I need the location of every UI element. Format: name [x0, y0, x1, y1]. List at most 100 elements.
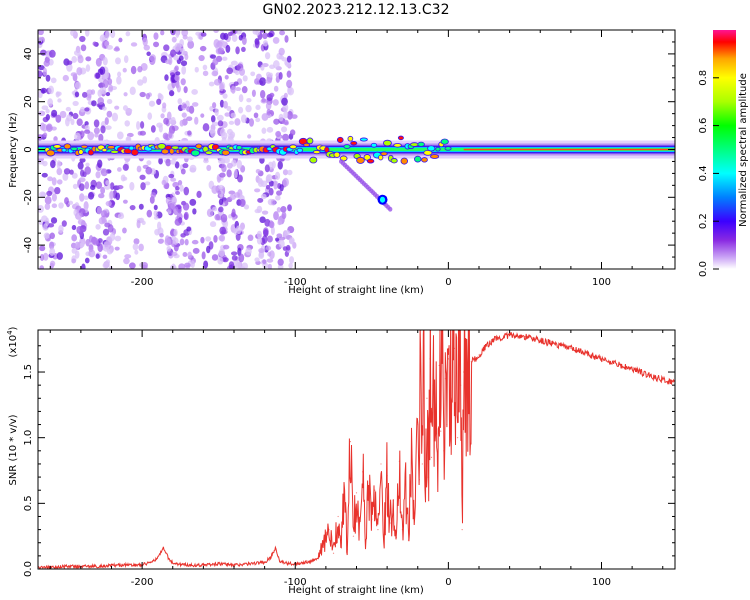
noise-speck: [227, 31, 233, 36]
band-blob: [130, 148, 139, 156]
noise-speck: [278, 113, 284, 122]
noise-speck: [235, 70, 240, 76]
noise-speck: [45, 74, 51, 82]
heatmap-y-axis-label: Frequency (Hz): [8, 112, 19, 188]
noise-speck: [237, 174, 243, 183]
noise-speck: [189, 167, 197, 173]
noise-speck: [261, 210, 269, 215]
noise-speck: [98, 193, 105, 199]
noise-speck: [153, 41, 160, 48]
noise-speck: [90, 184, 96, 191]
noise-speck: [222, 257, 229, 263]
snr-data-point: [352, 535, 355, 537]
noise-speck: [200, 32, 207, 37]
noise-speck: [257, 179, 264, 187]
noise-speck: [241, 86, 248, 94]
noise-speck: [138, 243, 144, 252]
heatmap-x-tick-label: 0: [445, 277, 451, 288]
noise-speck: [285, 61, 292, 68]
noise-speck: [105, 125, 112, 130]
noise-speck: [122, 199, 128, 204]
noise-speck: [268, 187, 274, 196]
noise-speck: [42, 116, 49, 123]
noise-speck: [224, 112, 231, 117]
noise-speck: [166, 245, 172, 252]
noise-speck: [129, 86, 136, 96]
snr-data-point: [600, 358, 603, 360]
noise-speck: [226, 67, 234, 75]
noise-speck: [56, 167, 63, 176]
noise-speck: [264, 218, 271, 227]
snr-data-point: [570, 347, 572, 349]
noise-speck: [81, 91, 88, 98]
noise-speck: [44, 195, 52, 205]
noise-speck: [226, 128, 233, 135]
snr-data-point: [456, 437, 459, 439]
band-blob: [444, 146, 452, 151]
noise-speck: [117, 213, 125, 220]
noise-speck: [123, 257, 130, 265]
noise-speck: [51, 177, 57, 186]
noise-speck: [266, 108, 271, 116]
noise-speck: [214, 108, 219, 117]
noise-speck: [266, 258, 274, 263]
noise-speck: [85, 162, 90, 167]
noise-speck: [156, 221, 162, 231]
snr-data-point: [264, 561, 266, 564]
noise-speck: [100, 210, 108, 218]
noise-speck: [102, 228, 110, 236]
snr-data-point: [64, 565, 67, 567]
snr-data-point: [404, 476, 407, 478]
noise-speck: [184, 53, 189, 61]
snr-data-point: [279, 560, 281, 562]
noise-speck: [270, 199, 276, 206]
snr-data-point: [444, 377, 446, 380]
snr-data-point: [418, 479, 420, 481]
noise-speck: [264, 164, 270, 173]
noise-speck: [79, 130, 85, 138]
noise-speck: [206, 245, 211, 254]
band-blob: [45, 149, 56, 157]
noise-speck: [235, 86, 241, 92]
snr-data-point: [475, 358, 477, 360]
noise-speck: [146, 209, 153, 218]
noise-speck: [220, 213, 228, 223]
snr-ticks: -200 -100 0 100 0.0 0.5 1.0 1.5: [23, 330, 675, 588]
noise-speck: [92, 237, 99, 246]
noise-speck: [222, 244, 230, 250]
snr-data-point: [401, 529, 404, 531]
noise-speck: [84, 166, 91, 175]
noise-speck: [259, 216, 266, 224]
noise-speck: [118, 37, 123, 43]
noise-speck: [95, 224, 101, 230]
noise-speck: [239, 67, 246, 76]
noise-speck: [102, 106, 107, 111]
noise-speck: [216, 114, 224, 122]
noise-speck: [233, 192, 241, 198]
noise-speck: [196, 190, 202, 199]
heatmap-y-tick-label: -20: [23, 189, 34, 205]
noise-speck: [247, 234, 254, 242]
noise-speck: [275, 195, 281, 201]
noise-speck: [187, 40, 195, 49]
snr-data-point: [433, 437, 436, 439]
snr-data-point: [407, 539, 410, 541]
noise-speck: [153, 32, 159, 40]
noise-speck: [230, 85, 236, 94]
noise-speck: [70, 72, 78, 77]
noise-speck: [164, 238, 172, 246]
noise-speck: [281, 211, 287, 220]
band-blob: [61, 147, 67, 153]
noise-speck: [74, 81, 82, 90]
noise-speck: [108, 84, 114, 92]
noise-speck: [139, 174, 146, 180]
noise-speck: [183, 86, 188, 94]
noise-speck: [106, 99, 113, 105]
colorbar-tick-label: 0.4: [698, 165, 709, 181]
band-blob: [417, 141, 425, 147]
noise-speck: [71, 248, 77, 254]
noise-speck: [163, 44, 170, 52]
noise-speck: [105, 180, 110, 186]
noise-speck: [74, 132, 81, 142]
